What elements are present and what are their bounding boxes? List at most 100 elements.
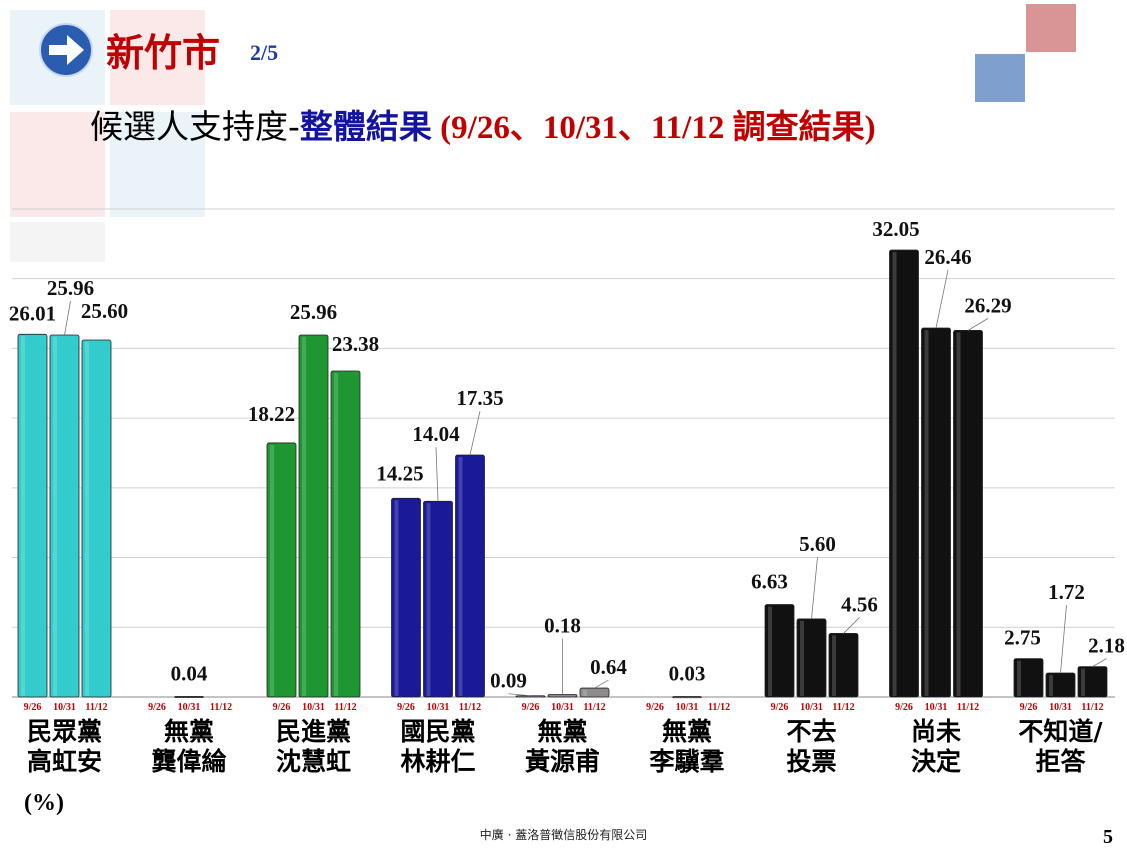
value-label: 14.25 [376,461,423,485]
deco-square-blue [975,54,1025,102]
bar-layer [17,249,1108,699]
wave-label: 11/12 [832,702,854,713]
bar-4-1 [547,694,578,698]
value-label: 23.38 [332,332,379,356]
value-label: 0.03 [669,662,706,686]
page-subtitle: 候選人支持度-整體結果 (9/26、10/31、11/12 調查結果) [90,100,876,148]
page-title: 新竹市 [106,31,221,75]
bar-highlight [956,332,961,696]
label-leader [1092,658,1107,667]
subtitle-prefix: 候選人支持度- [90,107,300,146]
wave-label: 9/26 [24,702,42,713]
wave-label: 11/12 [85,702,107,713]
value-label: 0.64 [590,655,627,679]
label-leader [811,556,818,619]
category-label-line1: 尚未 [911,717,961,746]
subtitle-dates: (9/26、10/31、11/12 調查結果) [431,110,876,146]
category-label-line1: 民眾黨 [27,717,102,746]
value-label: 0.18 [544,613,581,637]
category-label-line1: 無黨 [662,717,712,746]
deco-square-mid-right [110,112,205,217]
value-label: 26.29 [964,293,1011,317]
value-label: 18.22 [248,402,295,426]
value-label: 25.60 [81,299,128,323]
wave-label: 9/26 [895,702,913,713]
wave-label: 9/26 [771,702,789,713]
wave-label: 10/31 [53,702,76,713]
deco-square-low-left [10,222,105,262]
label-leader [1060,604,1067,674]
wave-label: 10/31 [800,702,823,713]
value-label: 2.75 [1004,626,1041,650]
wave-label: 11/12 [334,702,356,713]
label-leader [935,269,949,329]
value-label: 14.04 [412,422,460,446]
category-label-line2: 投票 [786,747,836,776]
category-label-line1: 無黨 [537,717,587,746]
category-label-line2: 決定 [911,747,961,776]
bar-3-0 [391,497,421,698]
wave-label: 11/12 [957,702,979,713]
bar-highlight [800,620,804,696]
bar-1-1 [174,696,204,699]
category-label-line2: 李驥羣 [649,747,724,776]
wave-label: 11/12 [583,702,605,713]
category-label-line1: 不去 [786,717,836,746]
bar-highlight [1049,675,1053,696]
bar-highlight [832,635,836,696]
wave-label: 11/12 [459,702,481,713]
bar-highlight [270,444,274,696]
bar-2-2 [330,370,361,698]
bar-highlight [892,252,897,696]
label-leader [64,300,71,336]
bar-highlight [394,500,399,696]
subtitle-highlight: 整體結果 [299,107,432,146]
wave-label: 9/26 [273,702,291,713]
category-label-line1: 不知道/ [1018,717,1103,746]
wave-label: 9/26 [148,702,166,713]
category-label-line2: 黃源甫 [525,747,600,776]
category-label-line1: 民進黨 [276,717,351,746]
bar-highlight [334,372,338,696]
value-label: 5.60 [799,532,836,556]
wave-label: 9/26 [397,702,415,713]
bar-2-0 [266,442,297,698]
label-leader [435,447,439,502]
bar-highlight [1081,668,1085,696]
bar-highlight [583,690,587,696]
category-label-line1: 無黨 [164,717,214,746]
deco-square-top-mid [110,10,205,105]
category-label-line2: 沈慧虹 [276,747,351,776]
unit-label: (%) [24,790,64,816]
deco-square-red [1026,4,1076,52]
label-leader [967,318,989,331]
wave-label: 11/12 [708,702,730,713]
bar-highlight [302,337,306,696]
label-leader [594,679,609,689]
category-label-line2: 高虹安 [27,747,102,776]
value-label: 4.56 [841,592,878,616]
page-number: 5 [1103,826,1113,848]
bar-highlight [1017,660,1021,696]
bar-0-2 [81,339,112,698]
label-leader [843,617,860,634]
bar-highlight [426,503,431,696]
wave-label: 10/31 [178,702,201,713]
value-label: 2.18 [1088,634,1125,658]
bar-6-0 [764,604,795,698]
wave-label: 11/12 [210,702,232,713]
wave-label: 10/31 [427,702,450,713]
wave-label: 11/12 [1081,702,1103,713]
label-leader [469,410,481,456]
value-label: 17.35 [456,386,503,410]
bar-7-0 [889,249,919,698]
bar-5-1 [672,696,702,699]
bar-highlight [53,337,57,696]
label-leader [508,693,531,697]
value-label: 1.72 [1048,580,1085,604]
wave-label: 10/31 [676,702,699,713]
footer-company: 中廣 · 蓋洛普徵信股份有限公司 [479,828,648,842]
value-label: 0.04 [171,661,208,685]
category-label-line2: 拒答 [1035,747,1086,776]
